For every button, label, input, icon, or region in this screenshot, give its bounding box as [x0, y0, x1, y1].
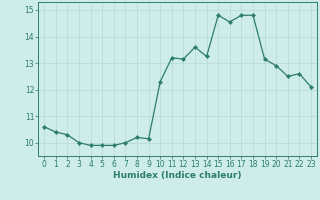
X-axis label: Humidex (Indice chaleur): Humidex (Indice chaleur)	[113, 171, 242, 180]
